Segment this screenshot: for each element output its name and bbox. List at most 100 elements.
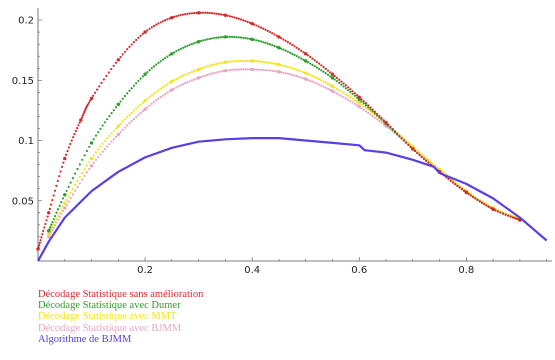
- series-dot: [456, 183, 459, 186]
- series-dot: [311, 74, 314, 78]
- series-dot: [264, 61, 267, 64]
- series-dot: [282, 71, 285, 74]
- y-tick-label: 0.15: [12, 76, 34, 87]
- series-dot: [271, 32, 274, 35]
- series-dot: [333, 74, 336, 78]
- series-dot: [355, 100, 359, 103]
- series-dot: [99, 127, 102, 130]
- series-dot: [168, 81, 171, 84]
- series-dot: [404, 141, 408, 144]
- series-dot: [237, 36, 240, 39]
- series-dot: [137, 113, 140, 117]
- series-dot: [60, 208, 63, 211]
- series-dot: [344, 97, 347, 100]
- series-dot: [112, 138, 115, 141]
- series-dot: [172, 15, 176, 18]
- series-dot: [230, 60, 234, 63]
- series-dot: [458, 186, 461, 189]
- series-dot: [58, 211, 61, 214]
- series-dot: [230, 15, 234, 18]
- series-dot: [353, 99, 356, 102]
- series-0: [36, 11, 522, 251]
- series-dot: [89, 99, 92, 102]
- series-dot: [313, 59, 316, 62]
- series-dot: [304, 71, 307, 75]
- series-dot: [315, 60, 318, 64]
- series-dot: [342, 91, 345, 94]
- series-dot: [313, 81, 316, 84]
- series-dot: [123, 117, 127, 121]
- series-dot: [465, 191, 468, 194]
- series-dot: [244, 19, 247, 23]
- series-dot: [197, 76, 200, 79]
- series-dot: [44, 222, 47, 226]
- series-dot: [85, 171, 89, 174]
- series-dot: [235, 16, 238, 20]
- series-dot: [413, 149, 417, 153]
- series-dot: [280, 47, 283, 50]
- tick-labels: 0.2 0.4 0.6 0.8 0.05 0.1 0.15 0.2: [12, 16, 475, 276]
- series-dot: [55, 184, 58, 187]
- series-dot: [282, 48, 285, 51]
- series-dot: [110, 132, 113, 135]
- series-dot: [55, 217, 58, 220]
- series-dot: [219, 13, 223, 16]
- series-dot: [215, 71, 218, 74]
- series-dot: [184, 82, 187, 85]
- series-dot: [128, 45, 131, 48]
- series-dot: [152, 100, 156, 104]
- series-dot: [358, 102, 361, 105]
- series-dot: [329, 83, 332, 87]
- series-dot: [106, 118, 109, 121]
- series-dot: [286, 41, 289, 44]
- series-dot: [208, 64, 211, 67]
- series-dot: [184, 13, 187, 16]
- series-dot: [193, 11, 196, 15]
- series-dot: [195, 77, 198, 80]
- series-dot: [246, 68, 249, 71]
- series-dot: [114, 127, 118, 130]
- series-dot: [128, 122, 131, 125]
- series-dot: [224, 61, 227, 64]
- series-dot: [175, 50, 178, 53]
- series-dot: [195, 11, 198, 15]
- series-dot: [52, 223, 55, 226]
- series-dot: [293, 53, 296, 57]
- series-dot: [300, 76, 303, 79]
- y-tick-label: 0.2: [18, 16, 34, 27]
- series-dot: [277, 46, 281, 49]
- series-dot: [130, 119, 133, 123]
- series-dot: [100, 81, 103, 85]
- series-dot: [81, 114, 84, 117]
- series-dot: [295, 68, 298, 71]
- series-dot: [306, 78, 310, 82]
- series-dot: [288, 66, 292, 69]
- series-dot: [242, 36, 245, 39]
- series-dot: [121, 120, 124, 123]
- series-dot: [320, 84, 323, 87]
- series-dot: [291, 73, 294, 76]
- series-dot: [344, 87, 347, 90]
- series-dot: [242, 59, 245, 62]
- series-dot: [447, 177, 450, 181]
- series-dot: [155, 63, 158, 66]
- series-dot: [217, 62, 220, 65]
- series-dot: [201, 39, 205, 42]
- series-dot: [309, 73, 312, 77]
- series-dot: [135, 107, 138, 110]
- series-dot: [233, 35, 236, 39]
- series-dot: [42, 229, 45, 233]
- series-dot: [137, 79, 140, 83]
- series-dot: [139, 77, 142, 80]
- series-dot: [295, 46, 298, 49]
- series-dot: [46, 215, 49, 218]
- series-dot: [201, 11, 205, 14]
- series-dot: [420, 153, 423, 156]
- series-dot: [280, 64, 283, 67]
- series-dot: [353, 94, 356, 97]
- series-dot: [311, 57, 314, 60]
- series-dot: [253, 60, 256, 63]
- series-dot: [478, 200, 481, 203]
- series-dot: [255, 24, 258, 27]
- series-dot: [157, 89, 160, 92]
